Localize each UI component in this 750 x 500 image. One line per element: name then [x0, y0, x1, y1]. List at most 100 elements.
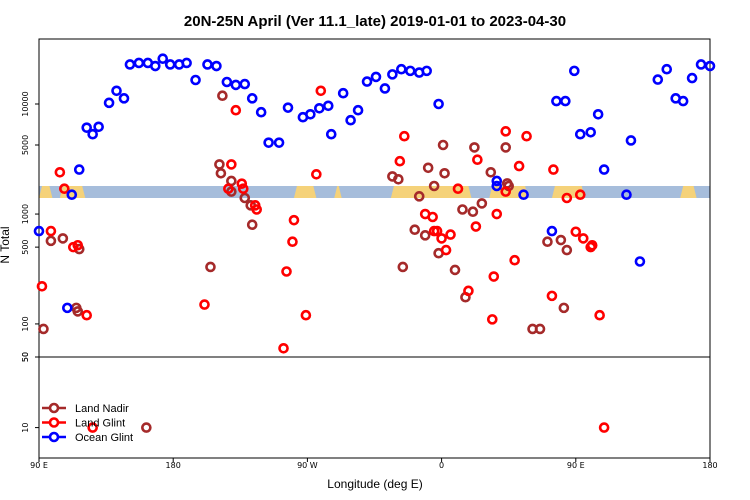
chart-title: 20N-25N April (Ver 11.1_late) 2019-01-01…: [184, 13, 566, 30]
data-point: [118, 93, 130, 104]
data-point: [548, 164, 559, 175]
legend: Land Nadir Land Glint Ocean Glint: [42, 402, 133, 444]
data-point: [87, 128, 98, 140]
data-point: [157, 53, 169, 65]
data-point: [315, 85, 327, 97]
data-point: [246, 219, 258, 231]
data-point: [103, 97, 115, 109]
legend-marker: [48, 402, 60, 414]
land-segment: [293, 186, 317, 198]
data-point: [472, 154, 483, 165]
data-point: [598, 422, 610, 433]
data-point: [661, 63, 673, 75]
y-tick-label: 10: [21, 423, 30, 433]
data-point: [205, 261, 216, 273]
data-point: [164, 59, 176, 70]
data-point: [598, 164, 610, 175]
data-point: [634, 256, 646, 267]
data-point: [518, 189, 529, 201]
data-point: [546, 225, 558, 237]
data-point: [570, 226, 582, 238]
data-point: [36, 281, 48, 292]
data-point: [361, 76, 373, 87]
data-point: [237, 183, 249, 195]
data-point: [561, 244, 573, 256]
data-point: [704, 60, 716, 72]
data-point: [352, 104, 364, 116]
data-point: [586, 239, 598, 251]
legend-label: Ocean Glint: [75, 432, 133, 444]
data-point: [93, 121, 104, 133]
data-point: [677, 95, 689, 107]
y-tick-label: 5000: [21, 135, 30, 155]
data-point: [439, 167, 450, 179]
data-point: [463, 285, 474, 297]
data-point: [62, 302, 73, 314]
data-point: [325, 128, 337, 140]
x-tick-label: 90 E: [567, 461, 585, 470]
data-point: [45, 225, 57, 237]
data-point: [223, 183, 234, 195]
land-mask-band: [39, 186, 710, 198]
data-point: [150, 60, 161, 72]
x-tick-label: 90 E: [30, 461, 48, 470]
data-point: [255, 106, 267, 118]
data-point: [521, 130, 532, 142]
land-segment: [390, 186, 472, 198]
data-point: [311, 169, 322, 180]
land-segment: [334, 186, 342, 198]
legend-label: Land Glint: [75, 418, 125, 430]
data-point: [230, 79, 242, 91]
legend-label: Land Nadir: [75, 403, 129, 415]
data-point: [491, 208, 503, 220]
data-point: [54, 166, 66, 178]
y-tick-label: 500: [21, 239, 30, 254]
data-point: [485, 166, 497, 178]
data-point: [251, 204, 263, 215]
data-point: [574, 128, 586, 140]
data-point: [431, 225, 443, 237]
data-point: [124, 59, 136, 70]
data-point: [81, 309, 93, 321]
data-point: [81, 122, 93, 133]
data-point: [445, 229, 456, 240]
data-point: [305, 109, 316, 120]
series-land-nadir: [38, 90, 573, 433]
data-point: [72, 239, 84, 251]
ocean-band: [39, 186, 710, 198]
data-point: [452, 183, 464, 195]
data-point: [551, 95, 562, 107]
series-land-glint: [36, 85, 610, 433]
data-point: [555, 234, 567, 246]
data-point: [141, 422, 152, 433]
data-point: [322, 100, 334, 112]
data-point: [433, 98, 444, 110]
data-point: [500, 142, 512, 153]
data-point: [437, 139, 449, 151]
data-point: [33, 225, 45, 237]
data-point: [399, 130, 410, 142]
data-point: [546, 290, 558, 302]
x-axis-label: Longitude (deg E): [327, 477, 422, 491]
data-point: [278, 343, 289, 354]
legend-marker: [48, 431, 60, 443]
data-point: [397, 261, 409, 273]
y-tick-label: 10000: [21, 91, 30, 116]
data-point: [470, 221, 482, 232]
data-point: [436, 233, 447, 244]
data-point: [625, 135, 637, 146]
data-point: [273, 137, 285, 148]
data-point: [574, 189, 586, 201]
data-point: [513, 160, 525, 172]
data-point: [428, 180, 440, 192]
data-point: [440, 244, 452, 256]
data-point: [239, 78, 251, 90]
data-point: [379, 83, 391, 94]
data-point: [345, 114, 356, 126]
data-point: [469, 142, 480, 153]
data-point: [59, 183, 70, 195]
data-point: [239, 192, 251, 204]
data-point: [246, 93, 258, 104]
data-point: [422, 162, 434, 174]
